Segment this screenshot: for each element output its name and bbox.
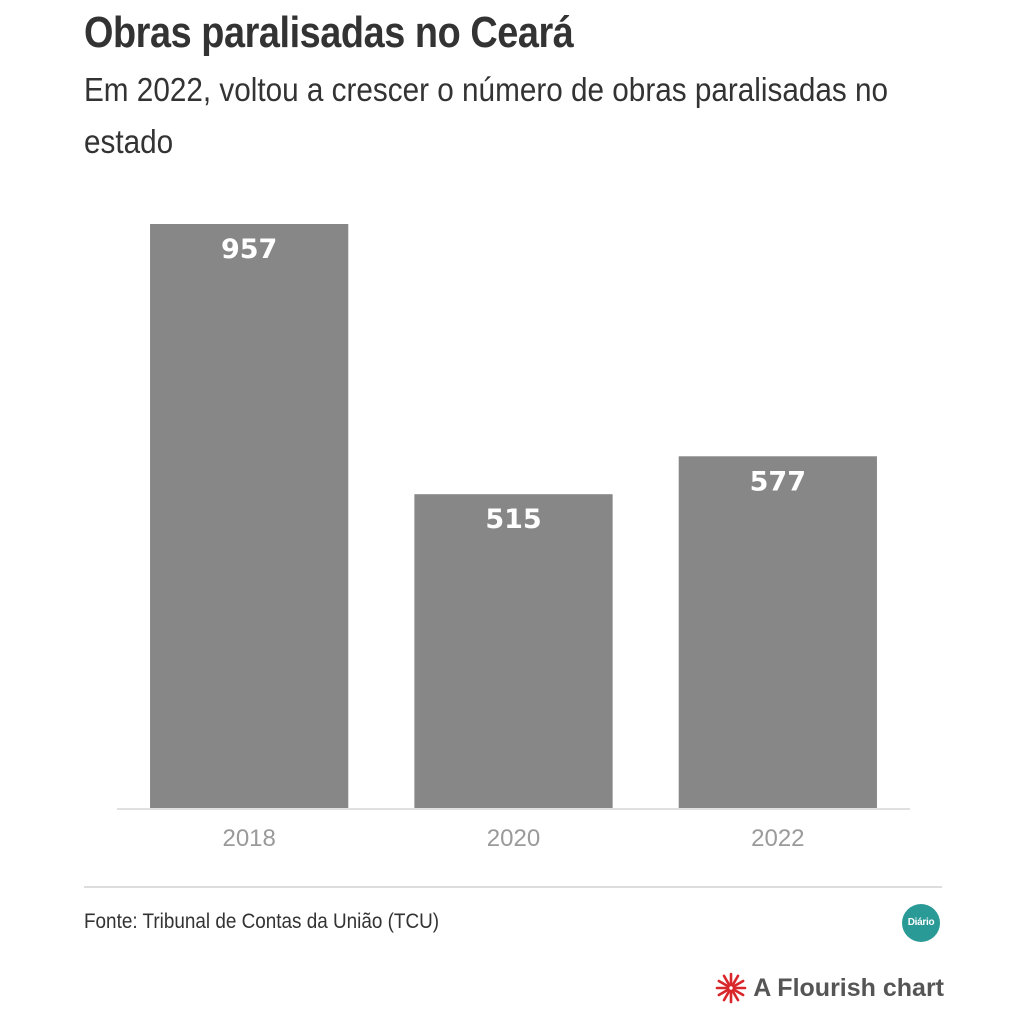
flourish-credit-link[interactable]: A Flourish chart bbox=[715, 972, 944, 1004]
flourish-icon bbox=[715, 972, 747, 1004]
x-tick-label-2020: 2020 bbox=[487, 825, 540, 852]
x-tick-label-2022: 2022 bbox=[751, 825, 804, 852]
source-note: Fonte: Tribunal de Contas da União (TCU) bbox=[84, 910, 440, 933]
bar-chart: 957 2018 515 2020 577 2022 bbox=[117, 224, 910, 852]
flourish-credit-text: A Flourish chart bbox=[753, 973, 944, 1002]
diario-logo: Diário bbox=[902, 904, 940, 942]
chart-title: Obras paralisadas no Ceará bbox=[84, 8, 574, 57]
bar-value-label-2022: 577 bbox=[750, 466, 806, 497]
bar-2022 bbox=[678, 456, 877, 809]
chart-subtitle: Em 2022, voltou a crescer o número de ob… bbox=[84, 71, 889, 160]
bar-2018 bbox=[150, 224, 349, 809]
bar-2020 bbox=[414, 494, 613, 809]
bars-layer bbox=[150, 224, 877, 809]
x-tick-label-2018: 2018 bbox=[222, 825, 275, 852]
footer-divider bbox=[84, 886, 942, 888]
bar-value-label-2020: 515 bbox=[485, 504, 541, 535]
labels-layer: 957 2018 515 2020 577 2022 bbox=[221, 234, 806, 852]
bar-value-label-2018: 957 bbox=[221, 234, 277, 265]
